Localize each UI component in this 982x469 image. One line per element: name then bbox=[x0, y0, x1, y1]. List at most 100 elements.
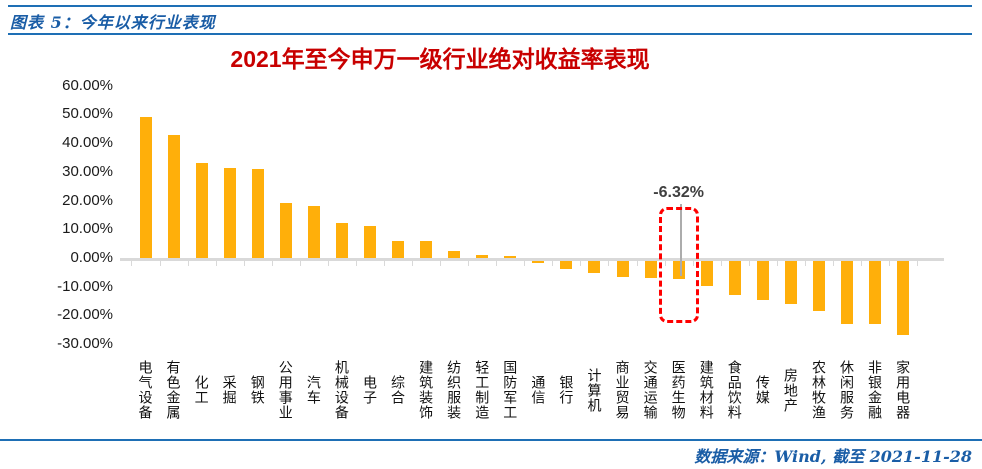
axis-tick bbox=[608, 261, 610, 266]
highlight-box bbox=[659, 207, 700, 323]
bar-建筑材料 bbox=[700, 261, 713, 286]
x-tick-label-text: 有色金属 bbox=[165, 360, 182, 420]
axis-tick bbox=[524, 261, 526, 266]
axis-tick bbox=[299, 261, 301, 266]
x-tick-label-text: 建筑装饰 bbox=[418, 360, 435, 420]
axis-tick bbox=[580, 261, 582, 266]
x-tick-label-text: 纺织服装 bbox=[446, 360, 463, 420]
x-tick-label-text: 综合 bbox=[390, 375, 407, 405]
bar-交通运输 bbox=[644, 261, 657, 278]
axis-tick bbox=[861, 261, 863, 266]
x-tick-label: 轻工制造 bbox=[472, 346, 492, 434]
data-source-note: 数据来源：Wind, 截至 2021-11-28 bbox=[694, 447, 972, 466]
axis-tick bbox=[468, 261, 470, 266]
bar-银行 bbox=[560, 261, 573, 269]
bar-综合 bbox=[392, 241, 405, 258]
axis-tick bbox=[412, 261, 414, 266]
axis-tick bbox=[889, 261, 891, 266]
x-tick-label: 非银金融 bbox=[865, 346, 885, 434]
x-tick-label-text: 采掘 bbox=[221, 375, 238, 405]
x-tick-label: 传媒 bbox=[753, 346, 773, 434]
bar-通信 bbox=[532, 261, 545, 263]
x-tick-label-text: 计算机 bbox=[586, 367, 603, 413]
bar-公用事业 bbox=[279, 203, 292, 258]
x-tick-label: 建筑材料 bbox=[697, 346, 717, 434]
bar-房地产 bbox=[784, 261, 797, 304]
x-tick-label-text: 银行 bbox=[558, 375, 575, 405]
x-tick-label-text: 电子 bbox=[361, 375, 378, 405]
x-tick-label: 建筑装饰 bbox=[416, 346, 436, 434]
bar-农林牧渔 bbox=[812, 261, 825, 311]
axis-tick bbox=[131, 261, 133, 266]
axis-tick bbox=[440, 261, 442, 266]
x-tick-label-text: 通信 bbox=[530, 375, 547, 405]
x-tick-label-text: 电气设备 bbox=[137, 360, 154, 420]
bar-计算机 bbox=[588, 261, 601, 273]
axis-tick bbox=[636, 261, 638, 266]
bar-建筑装饰 bbox=[420, 241, 433, 258]
axis-tick bbox=[187, 261, 189, 266]
x-tick-label-text: 传媒 bbox=[754, 375, 771, 405]
bar-食品饮料 bbox=[728, 261, 741, 295]
x-tick-label: 银行 bbox=[556, 346, 576, 434]
axis-tick bbox=[496, 261, 498, 266]
caption-divider bbox=[8, 33, 972, 35]
bar-休闲服务 bbox=[841, 261, 853, 324]
x-tick-label-text: 休闲服务 bbox=[839, 360, 855, 420]
bar-轻工制造 bbox=[476, 255, 489, 258]
x-tick-label-text: 农林牧渔 bbox=[810, 360, 827, 420]
bar-汽车 bbox=[307, 206, 320, 258]
bar-国防军工 bbox=[504, 256, 517, 258]
x-tick-label: 医药生物 bbox=[669, 346, 689, 434]
x-tick-label-text: 机械设备 bbox=[333, 360, 350, 420]
annotation-label: -6.32% bbox=[653, 184, 704, 201]
x-tick-label: 商业贸易 bbox=[613, 346, 633, 434]
bar-采掘 bbox=[223, 168, 236, 258]
x-tick-label: 综合 bbox=[388, 346, 408, 434]
axis-tick bbox=[355, 261, 357, 266]
axis-tick bbox=[804, 261, 806, 266]
x-tick-label-text: 医药生物 bbox=[670, 360, 687, 420]
axis-tick bbox=[327, 261, 329, 266]
x-tick-label-text: 国防军工 bbox=[502, 360, 519, 420]
axis-tick bbox=[832, 261, 834, 266]
x-tick-label-text: 交通运输 bbox=[642, 360, 659, 420]
x-tick-label-text: 汽车 bbox=[305, 375, 322, 405]
bar-钢铁 bbox=[251, 169, 264, 258]
y-tick-label: 40.00% bbox=[62, 134, 113, 152]
y-tick-label: 0.00% bbox=[70, 249, 113, 266]
bar-家用电器 bbox=[897, 261, 910, 335]
x-tick-label: 有色金属 bbox=[164, 346, 184, 434]
bar-纺织服装 bbox=[448, 251, 461, 258]
y-tick-label: 10.00% bbox=[62, 220, 113, 238]
x-tick-label: 农林牧渔 bbox=[809, 346, 829, 434]
x-tick-label: 国防军工 bbox=[500, 346, 520, 434]
top-divider bbox=[8, 5, 972, 7]
bar-电子 bbox=[363, 226, 376, 258]
bar-机械设备 bbox=[335, 223, 348, 258]
x-tick-label: 化工 bbox=[192, 346, 212, 434]
x-tick-label: 房地产 bbox=[781, 346, 801, 434]
y-tick-label: -10.00% bbox=[57, 277, 113, 295]
axis-tick bbox=[552, 261, 554, 266]
bar-有色金属 bbox=[167, 135, 180, 258]
footer-divider bbox=[0, 439, 982, 441]
axis-tick bbox=[748, 261, 750, 266]
x-tick-label: 电子 bbox=[360, 346, 380, 434]
chart-title: 2021年至今申万一级行业绝对收益率表现 bbox=[230, 46, 650, 72]
x-tick-label-text: 轻工制造 bbox=[474, 360, 491, 420]
x-tick-label-text: 商业贸易 bbox=[614, 360, 631, 420]
x-tick-label: 公用事业 bbox=[276, 346, 296, 434]
bar-电气设备 bbox=[139, 117, 152, 258]
x-axis-line bbox=[120, 258, 944, 261]
x-tick-label-text: 房地产 bbox=[782, 367, 799, 413]
x-tick-label-text: 建筑材料 bbox=[698, 360, 715, 420]
axis-tick bbox=[917, 261, 919, 266]
axis-tick bbox=[776, 261, 778, 266]
y-tick-label: 30.00% bbox=[62, 162, 113, 180]
x-tick-label: 计算机 bbox=[584, 346, 604, 434]
axis-tick bbox=[384, 261, 385, 266]
figure-caption: 图表 5：今年以来行业表现 bbox=[10, 13, 216, 32]
x-tick-label: 电气设备 bbox=[136, 346, 156, 434]
